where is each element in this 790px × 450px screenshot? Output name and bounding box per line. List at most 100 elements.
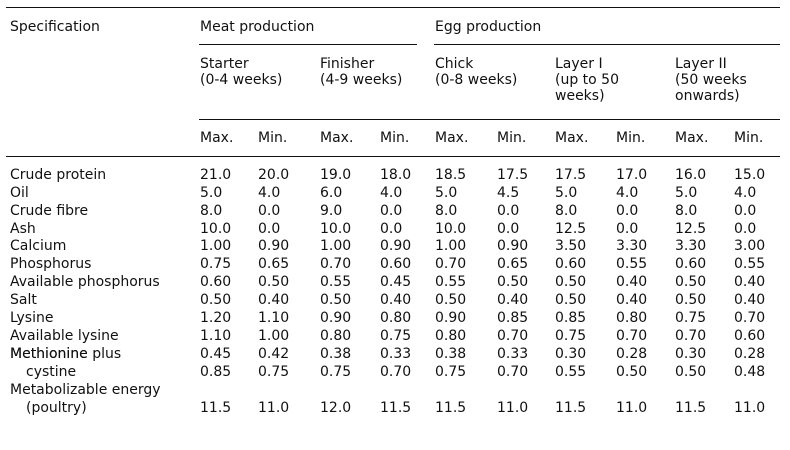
cell-value: 0.70: [497, 328, 529, 344]
cell-value: 1.00: [258, 328, 290, 344]
row-label: Oil: [10, 185, 29, 201]
cell-value: 0.0: [616, 221, 639, 237]
row-label: Phosphorus: [10, 256, 92, 272]
max-header: Max.: [200, 130, 234, 146]
cell-value: 12.5: [555, 221, 587, 237]
row-label: Lysine: [10, 310, 54, 326]
cell-value: 0.50: [616, 364, 648, 380]
cell-value: 5.0: [435, 185, 458, 201]
phase-header-line: (0-8 weeks): [435, 72, 518, 88]
cell-value: 10.0: [435, 221, 467, 237]
cell-value: 0.48: [734, 364, 766, 380]
cell-value: 0.38: [320, 346, 352, 362]
cell-value: 0.65: [497, 256, 529, 272]
cell-value: 0.0: [258, 221, 281, 237]
group-header-egg: Egg production: [435, 19, 542, 35]
cell-value: 11.5: [675, 400, 707, 416]
min-header: Min.: [380, 130, 410, 146]
phase-header-line: weeks): [555, 88, 605, 104]
cell-value: 0.33: [380, 346, 412, 362]
cell-value: 0.0: [258, 203, 281, 219]
row-label: Calcium: [10, 238, 67, 254]
cell-value: 0.40: [616, 274, 648, 290]
cell-value: 0.0: [616, 203, 639, 219]
cell-value: 17.5: [497, 167, 529, 183]
cell-value: 1.10: [258, 310, 290, 326]
cell-value: 0.28: [616, 346, 648, 362]
cell-value: 0.60: [675, 256, 707, 272]
cell-value: 8.0: [200, 203, 223, 219]
phase-header-line: Chick: [435, 56, 474, 72]
cell-value: 0.40: [616, 292, 648, 308]
cell-value: 4.5: [497, 185, 520, 201]
max-header: Max.: [555, 130, 589, 146]
cell-value: 15.0: [734, 167, 766, 183]
cell-value: 21.0: [200, 167, 232, 183]
cell-value: 0.33: [497, 346, 529, 362]
row-label: cystine: [26, 364, 77, 380]
cell-value: 8.0: [675, 203, 698, 219]
row-label: Salt: [10, 292, 37, 308]
cell-value: 0.55: [616, 256, 648, 272]
max-header: Max.: [435, 130, 469, 146]
cell-value: 10.0: [320, 221, 352, 237]
row-label: Crude fibre: [10, 203, 89, 219]
cell-value: 0.80: [616, 310, 648, 326]
row-label: Methionine plus: [10, 346, 122, 362]
cell-value: 11.5: [555, 400, 587, 416]
cell-value: 0.0: [380, 203, 403, 219]
cell-value: 0.70: [734, 310, 766, 326]
cell-value: 0.55: [320, 274, 352, 290]
cell-value: 1.00: [200, 238, 232, 254]
cell-value: 0.85: [497, 310, 529, 326]
cell-value: 0.50: [555, 292, 587, 308]
phase-header-line: Starter: [200, 56, 249, 72]
cell-value: 5.0: [200, 185, 223, 201]
cell-value: 0.30: [675, 346, 707, 362]
cell-value: 0.30: [555, 346, 587, 362]
cell-value: 4.0: [616, 185, 639, 201]
cell-value: 8.0: [435, 203, 458, 219]
cell-value: 0.50: [675, 292, 707, 308]
cell-value: 9.0: [320, 203, 343, 219]
row-label: Available lysine: [10, 328, 119, 344]
row-label: Available phosphorus: [10, 274, 160, 290]
cell-value: 0.28: [734, 346, 766, 362]
cell-value: 11.0: [497, 400, 529, 416]
cell-value: 0.80: [320, 328, 352, 344]
cell-value: 16.0: [675, 167, 707, 183]
phase-header-line: Layer II: [675, 56, 727, 72]
cell-value: 12.5: [675, 221, 707, 237]
cell-value: 3.30: [675, 238, 707, 254]
cell-value: 3.50: [555, 238, 587, 254]
cell-value: 0.40: [380, 292, 412, 308]
cell-value: 0.90: [380, 238, 412, 254]
cell-value: 18.0: [380, 167, 412, 183]
cell-value: 0.45: [200, 346, 232, 362]
cell-value: 0.50: [555, 274, 587, 290]
cell-value: 0.40: [258, 292, 290, 308]
cell-value: 1.20: [200, 310, 232, 326]
phase-header-line: Layer I: [555, 56, 603, 72]
cell-value: 6.0: [320, 185, 343, 201]
cell-value: 0.50: [258, 274, 290, 290]
cell-value: 0.65: [258, 256, 290, 272]
cell-value: 0.90: [320, 310, 352, 326]
cell-value: 0.40: [734, 292, 766, 308]
cell-value: 4.0: [258, 185, 281, 201]
cell-value: 1.00: [435, 238, 467, 254]
cell-value: 0.75: [200, 256, 232, 272]
cell-value: 0.50: [675, 364, 707, 380]
cell-value: 0.50: [497, 274, 529, 290]
cell-value: 5.0: [675, 185, 698, 201]
cell-value: 0.0: [497, 203, 520, 219]
cell-value: 3.00: [734, 238, 766, 254]
cell-value: 0.45: [380, 274, 412, 290]
min-header: Min.: [258, 130, 288, 146]
cell-value: 4.0: [380, 185, 403, 201]
cell-value: 18.5: [435, 167, 467, 183]
cell-value: 0.0: [734, 203, 757, 219]
cell-value: 0.50: [200, 292, 232, 308]
phase-header-line: onwards): [675, 88, 740, 104]
min-header: Min.: [734, 130, 764, 146]
